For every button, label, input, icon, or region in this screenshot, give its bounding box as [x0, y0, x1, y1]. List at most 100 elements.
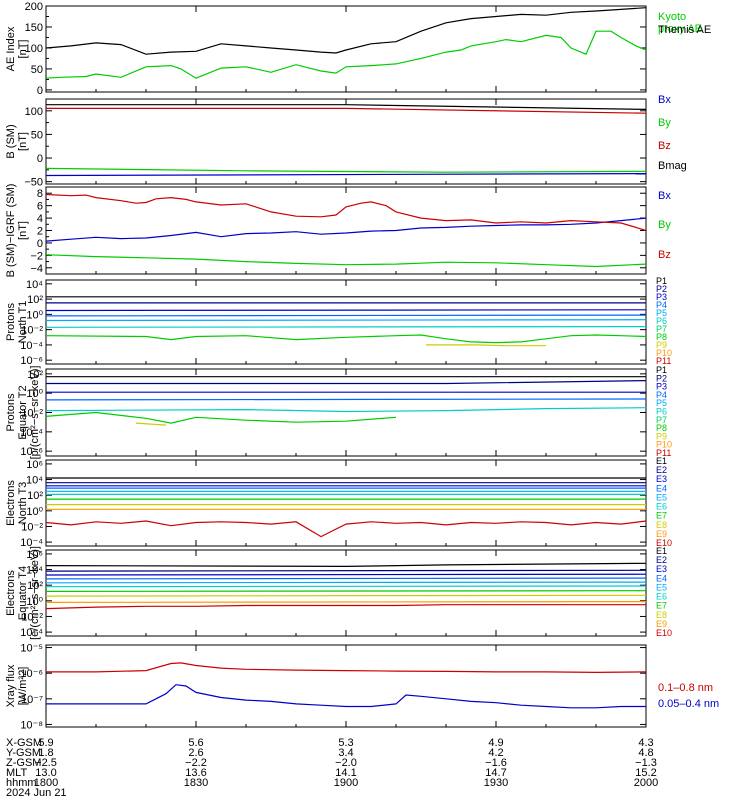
y-tick-label: 0 [37, 238, 43, 250]
y-tick-label: 10⁰ [26, 596, 43, 608]
legend-p10: P10 [656, 348, 672, 358]
y-axis-label: B (SM)−IGRF (SM) [5, 184, 17, 278]
x-axis-row-label: MLT [6, 767, 27, 779]
legend-bx: Bx [658, 94, 671, 106]
y-tick-label: 0 [37, 153, 43, 165]
series-line-p6 [45, 326, 647, 328]
series-line-p8 [426, 344, 546, 347]
legend-e6: E6 [656, 502, 667, 512]
y-tick-label: 100 [25, 106, 43, 118]
x-axis-value: 4.8 [638, 747, 653, 759]
legend-e8: E8 [656, 520, 667, 530]
legend-e5: E5 [656, 582, 667, 592]
y-tick-label: 10² [27, 490, 43, 502]
y-tick-label: 4 [37, 213, 43, 225]
series-group [45, 376, 647, 426]
panel-frame [45, 549, 647, 637]
legend-p8: P8 [656, 423, 667, 433]
y-tick-label: 50 [31, 129, 43, 141]
y-axis-label: Protons [5, 303, 17, 341]
y-axis-label: [nT] [17, 221, 29, 240]
y-tick-label: 6 [37, 201, 43, 213]
legend-e7: E7 [656, 511, 667, 521]
series-line-e7 [45, 590, 647, 593]
y-tick-label: 10⁻⁶ [20, 446, 43, 458]
x-axis-value: 4.2 [488, 747, 503, 759]
series-line-e9 [45, 600, 647, 604]
legend-e4: E4 [656, 573, 667, 583]
legend-p1: P1 [656, 276, 667, 286]
x-axis-row-label: hhmm [6, 777, 37, 789]
x-axis-value: 14.1 [335, 767, 356, 779]
y-axis-label: Equator T2 [17, 385, 29, 439]
y-tick-label: 10⁰ [26, 388, 43, 400]
panel-frame [45, 459, 647, 547]
y-tick-label: −2 [30, 250, 43, 262]
legend-p6: P6 [656, 407, 667, 417]
series-line-e3 [45, 573, 647, 576]
y-tick-label: 10⁻⁵ [20, 643, 43, 655]
y-tick-label: 10² [27, 369, 43, 381]
x-axis-value: −1.6 [485, 757, 507, 769]
series-line-e6 [45, 585, 647, 588]
legend-e7: E7 [656, 601, 667, 611]
legend-e8: E8 [656, 610, 667, 620]
legend-p5: P5 [656, 308, 667, 318]
x-axis-value: 1800 [34, 777, 58, 789]
series-line-bz [46, 107, 647, 114]
series-group [45, 7, 647, 79]
x-axis-value: 2000 [634, 777, 658, 789]
series-line-e2 [45, 569, 647, 572]
legend-e1: E1 [656, 546, 667, 556]
y-tick-label: 200 [25, 1, 43, 13]
legend-p10: P10 [656, 440, 672, 450]
x-axis-value: 4.9 [488, 737, 503, 749]
series-line-p5 [45, 407, 647, 413]
legend-e10: E10 [656, 538, 672, 548]
y-axis-label: AE Index [5, 26, 17, 71]
series-line-e1 [45, 562, 647, 568]
series-line-e8 [45, 594, 647, 597]
y-tick-label: 10² [27, 294, 43, 306]
series-line-e10 [45, 520, 647, 538]
panel-2: 100 50 0 −50 B (SM) [nT] Bx By Bz Bmag [5, 94, 687, 189]
y-axis-label: Equator T4 [17, 566, 29, 620]
series-line-p4 [45, 314, 647, 317]
y-tick-label: 10⁻⁴ [20, 340, 43, 352]
legend-kyoto-proxy-ae: Kyoto [658, 11, 686, 23]
x-axis-value: 4.3 [638, 737, 653, 749]
legend-p11: P11 [656, 356, 671, 366]
series-line-bz [45, 193, 647, 232]
legend-p7: P7 [656, 415, 667, 425]
x-axis-value: 5.3 [338, 737, 353, 749]
y-tick-label: 10⁻⁸ [20, 719, 43, 731]
y-tick-label: 10⁻² [21, 521, 43, 533]
y-tick-label: 10⁶ [26, 549, 43, 561]
series-line-bmag [46, 104, 647, 110]
series-group [45, 562, 647, 610]
y-tick-label: 10⁻⁶ [20, 668, 43, 680]
y-tick-label: 10⁻⁶ [20, 355, 43, 367]
series-line-by [45, 167, 647, 173]
legend-e2: E2 [656, 465, 667, 475]
x-axis-value: 1900 [334, 777, 358, 789]
legend-e4: E4 [656, 483, 667, 493]
series-line-e5 [45, 581, 647, 584]
x-axis-value: 14.7 [485, 767, 506, 779]
y-tick-label: 0 [37, 85, 43, 97]
series-group [46, 662, 647, 709]
legend-e10: E10 [656, 628, 672, 638]
x-axis-value: −2.5 [35, 757, 57, 769]
y-tick-label: 10⁴ [26, 565, 43, 577]
y-axis-label: Electrons [5, 480, 17, 526]
series-group [45, 104, 647, 177]
series-line-bx [45, 217, 647, 242]
series-line-by [45, 254, 647, 268]
legend-bz: Bz [658, 249, 671, 261]
x-axis-value: −2.2 [185, 757, 207, 769]
